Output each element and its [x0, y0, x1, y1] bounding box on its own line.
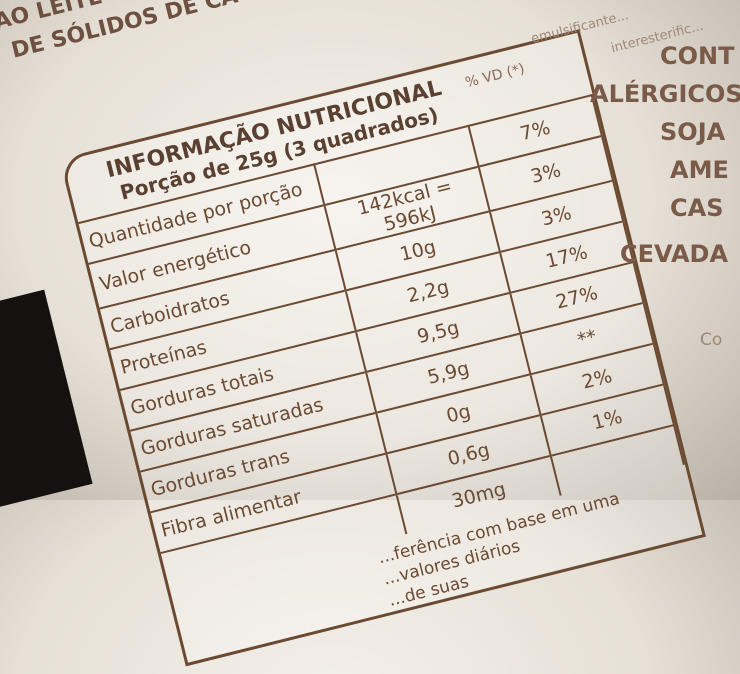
ingredient-text: Co — [700, 330, 723, 350]
allergen-text: CAS — [670, 194, 724, 222]
allergen-text: AME — [670, 156, 729, 184]
allergen-text: CONT — [660, 42, 735, 70]
dark-background — [0, 289, 93, 511]
ingredients-panel: emulsificante... interesterific... CONT … — [520, 0, 740, 500]
allergen-text: SOJA — [660, 118, 726, 146]
allergen-text: CEVADA — [620, 240, 729, 268]
allergen-text: ALÉRGICOS — [590, 80, 740, 108]
